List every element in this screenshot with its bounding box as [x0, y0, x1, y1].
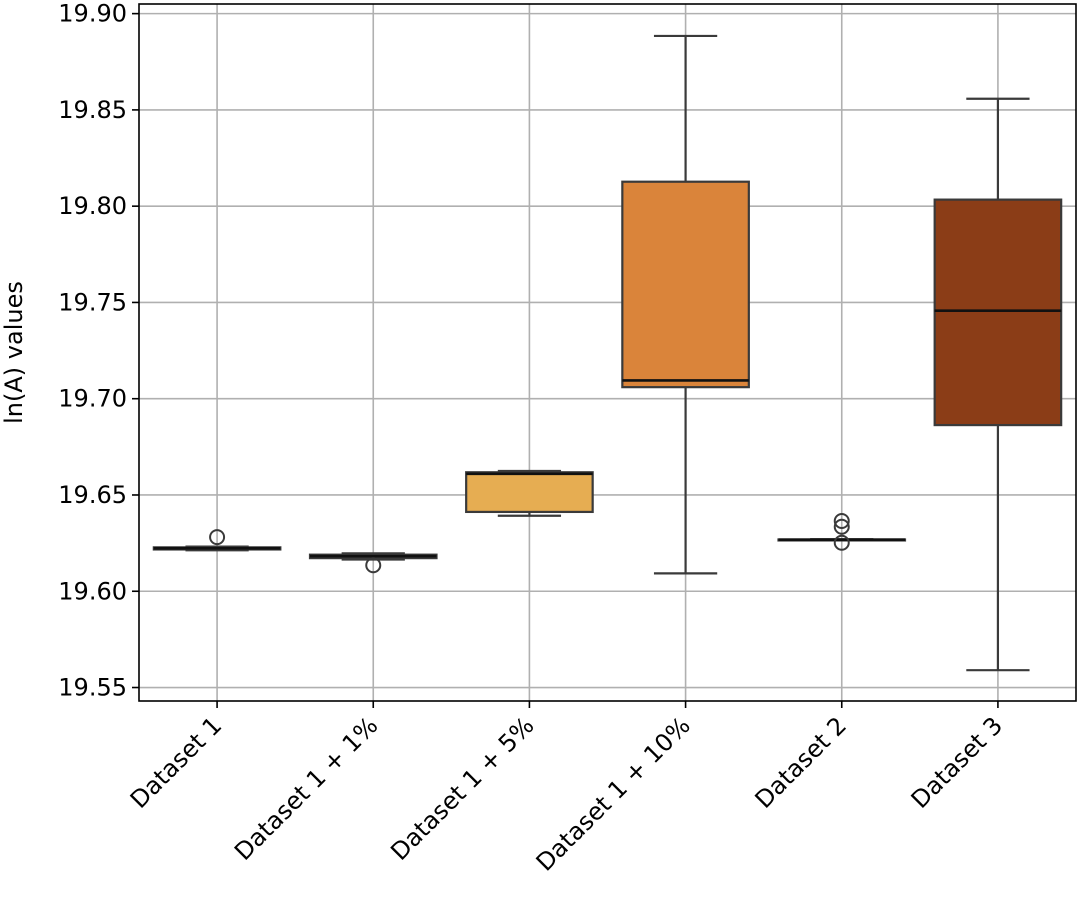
x-axis: Dataset 1 Dataset 1 + 1% Dataset 1 + 5%Dat… [125, 701, 1008, 877]
y-tick-label: 19.55 [58, 674, 127, 702]
box-4 [621, 34, 750, 575]
y-tick-label: 19.75 [58, 288, 127, 316]
box-2 [308, 552, 438, 574]
outlier-point [209, 529, 226, 546]
x-tick-label: Dataset 3 [906, 711, 1008, 813]
box-6 [933, 97, 1063, 672]
box-body [621, 180, 750, 389]
y-tick-label: 19.65 [58, 481, 127, 509]
box-1 [152, 529, 282, 552]
box-plot-series [152, 34, 1063, 672]
outlier-point [833, 512, 850, 529]
y-tick-label: 19.85 [58, 96, 127, 124]
y-tick-label: 19.80 [58, 192, 127, 220]
box-5 [777, 512, 907, 551]
y-tick-label: 19.70 [58, 385, 127, 413]
plot-frame [138, 3, 1077, 702]
box-body [933, 198, 1063, 427]
y-axis: 19.55 19.60 19.65 19.70 19.75 19.80 19.85 19.90 [58, 0, 139, 702]
box-3 [465, 469, 594, 517]
outlier-point [833, 518, 850, 535]
x-tick-label: Dataset 1 + 5% [385, 711, 539, 865]
x-tick-label: Dataset 1 [125, 711, 227, 813]
box-body [465, 471, 594, 514]
x-tick-label: Dataset 2 [750, 711, 852, 813]
y-tick-label: 19.90 [58, 0, 127, 28]
y-axis-label: ln(A) values [0, 281, 28, 424]
x-tick-label: Dataset 1 + 1% [229, 711, 383, 865]
outlier-point [365, 557, 382, 574]
outlier-point [833, 534, 850, 551]
x-tick-label: Dataset 1 + 10% [531, 711, 696, 876]
y-tick-label: 19.60 [58, 577, 127, 605]
